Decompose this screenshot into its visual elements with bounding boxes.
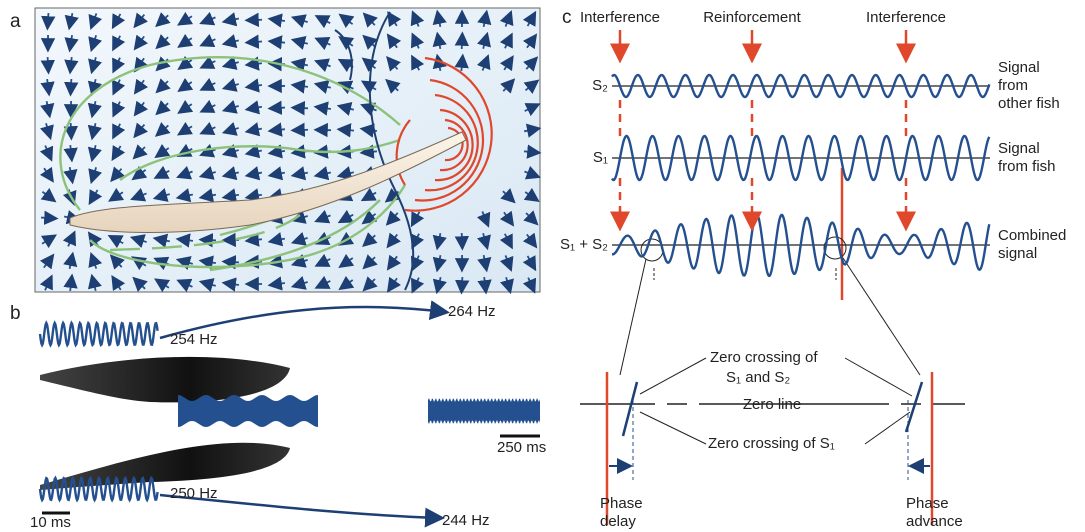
- field-arrow: [225, 262, 239, 263]
- signal-name: S₁: [593, 149, 608, 166]
- field-arrow: [71, 79, 72, 93]
- zoom-line: [843, 258, 920, 375]
- field-arrow: [294, 108, 308, 109]
- leader: [845, 358, 912, 396]
- annotation: Phase: [906, 495, 949, 512]
- panel-label: c: [562, 7, 572, 28]
- zoom-line: [620, 259, 646, 375]
- marker-label: Interference: [580, 9, 660, 26]
- marker-label: Reinforcement: [703, 9, 801, 26]
- field-arrow: [462, 277, 463, 291]
- signal-label: from fish: [998, 158, 1056, 175]
- leader: [640, 358, 706, 394]
- beat-pattern: [428, 398, 540, 424]
- signal-label: from: [998, 77, 1028, 94]
- field-arrow: [294, 130, 308, 131]
- signal-label: signal: [998, 245, 1037, 262]
- waveform: [40, 323, 158, 345]
- panel-c: Zero crossing of S₁ and S₂ Zero line Zer…: [560, 9, 1066, 530]
- signal-name: S₁ + S₂: [560, 236, 608, 253]
- signal-label: other fish: [998, 95, 1060, 112]
- panel-label: a: [10, 11, 21, 32]
- annotation: Zero crossing of S₁: [708, 435, 835, 452]
- leader: [640, 412, 706, 444]
- panel-b: 254 Hz 264 Hz 250 Hz 244 Hz 10 ms 250 ms: [30, 303, 546, 531]
- annotation: delay: [600, 513, 636, 530]
- field-arrow: [48, 57, 49, 71]
- beat-pattern: [178, 395, 318, 427]
- field-arrow: [48, 13, 49, 27]
- signal-label: Signal: [998, 140, 1040, 157]
- signal-name: S₂: [592, 77, 608, 94]
- marker-label: Interference: [866, 9, 946, 26]
- annotation: Zero line: [743, 396, 801, 413]
- panel-a: [35, 8, 540, 292]
- field-arrow: [202, 240, 216, 241]
- field-arrow: [41, 218, 55, 219]
- field-arrow: [340, 129, 354, 130]
- fish-silhouette: [40, 443, 290, 490]
- annotation: advance: [906, 513, 963, 530]
- field-arrow: [248, 42, 262, 43]
- panel-label: b: [10, 303, 21, 324]
- field-arrow: [462, 35, 463, 49]
- frequency: 264 Hz: [448, 303, 496, 320]
- scale-label: 250 ms: [497, 439, 546, 456]
- annotation: Phase: [600, 495, 643, 512]
- figure: a b c 254 Hz 264 Hz 250 Hz 244 Hz 10 ms: [0, 0, 1085, 532]
- frequency: 250 Hz: [170, 485, 218, 502]
- field-arrow: [461, 57, 462, 71]
- field-arrow: [71, 123, 72, 137]
- frequency: 244 Hz: [442, 512, 490, 529]
- fish-silhouette: [40, 357, 290, 403]
- annotation: S₁ and S₂: [726, 369, 790, 386]
- leader: [865, 412, 910, 444]
- signal-slope: [623, 382, 637, 436]
- annotation: Zero crossing of: [710, 349, 818, 366]
- signal-label: Signal: [998, 59, 1040, 76]
- field-arrow: [271, 108, 285, 109]
- field-arrow: [462, 233, 463, 247]
- frequency: 254 Hz: [170, 331, 218, 348]
- scale-label: 10 ms: [30, 514, 71, 531]
- signal-label: Combined: [998, 227, 1066, 244]
